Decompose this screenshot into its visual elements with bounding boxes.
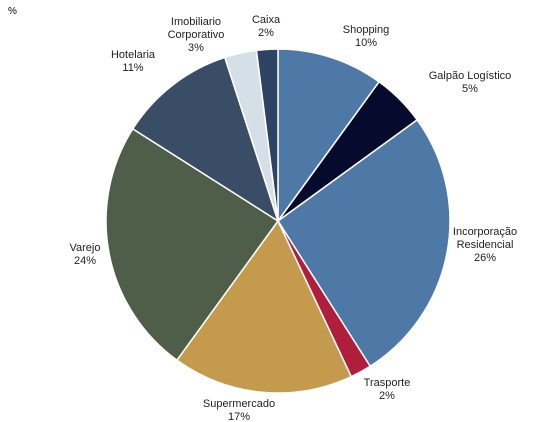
pie-slices <box>105 48 451 394</box>
pie-slice-shopping <box>277 48 381 224</box>
slice-label: Shopping 10% <box>343 24 390 49</box>
slice-label: Imobiliario Corporativo 3% <box>168 16 225 54</box>
pie-slice-supermercado <box>175 219 353 394</box>
pie-labels: Shopping 10% Galpão Logístico 5% Incorporaçã… <box>70 14 518 422</box>
slice-label: Incorporação Residencial 26% <box>453 226 517 264</box>
slice-label: Supermercado 17% <box>203 398 275 422</box>
pie-slice-hotelaria <box>131 56 280 223</box>
slice-label: Varejo 24% <box>70 242 101 267</box>
slice-label: Trasporte 2% <box>364 377 411 402</box>
unit-label: % <box>8 6 17 17</box>
slice-label: Caixa 2% <box>252 14 281 39</box>
pie-slice-varejo <box>105 127 280 362</box>
slice-label: Hotelaria 11% <box>111 49 156 74</box>
slice-label: Galpão Logístico 5% <box>429 70 512 95</box>
pie-slice-incorporação-residencial <box>276 118 451 368</box>
pie-slice-caixa <box>255 48 279 222</box>
